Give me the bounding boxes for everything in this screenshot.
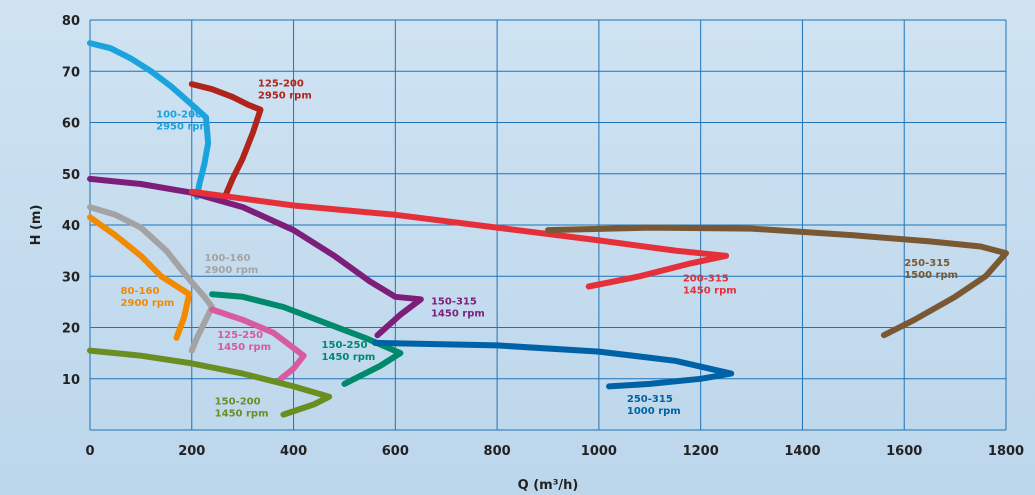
series-line-100-200-2950 (87, 40, 212, 200)
grid-lines (89, 19, 1007, 431)
tick-labels: 0 200 400 600 800 1000 1200 1400 1600 1800 10 20 30 4… (62, 14, 1024, 459)
x-tick-label: 1400 (784, 444, 820, 459)
series-label: 250-315 1500 rpm (904, 258, 958, 281)
series-line-250-315-1000 (372, 339, 735, 390)
y-tick-label: 40 (62, 219, 80, 234)
y-tick-label: 10 (62, 373, 80, 388)
x-tick-label: 1600 (886, 444, 922, 459)
y-tick-label: 70 (62, 65, 80, 80)
y-axis-title: H (m) (29, 205, 44, 246)
series-curves (87, 40, 1009, 418)
curve-labels: 100-200 2950 rpm 125-200 2950 rpm 150-315 145… (121, 79, 959, 420)
x-tick-label: 400 (280, 444, 307, 459)
y-tick-label: 50 (62, 168, 80, 183)
y-tick-label: 20 (62, 322, 80, 337)
series-line-150-200-1450 (87, 347, 333, 418)
x-tick-label: 1200 (683, 444, 719, 459)
series-label: 150-200 1450 rpm (215, 396, 269, 419)
series-line-200-315-1450 (188, 188, 730, 290)
x-tick-label: 600 (382, 444, 409, 459)
series-label: 100-200 2950 rpm (156, 109, 210, 132)
series-line-125-200-2950 (188, 81, 264, 200)
series-label: 250-315 1000 rpm (627, 394, 681, 417)
x-tick-label: 1800 (988, 444, 1024, 459)
series-label: 150-250 1450 rpm (322, 340, 376, 363)
x-tick-label: 200 (178, 444, 205, 459)
y-tick-label: 60 (62, 117, 80, 132)
series-line-100-160-2900 (87, 204, 216, 354)
series-line-150-250-1450 (209, 291, 404, 387)
series-label: 80-160 2900 rpm (121, 286, 175, 309)
series-label: 125-200 2950 rpm (258, 79, 312, 102)
series-label: 150-315 1450 rpm (431, 296, 485, 319)
y-tick-label: 30 (62, 270, 80, 285)
series-line-125-250-1450 (209, 306, 307, 382)
series-label: 125-250 1450 rpm (217, 330, 271, 353)
series-label: 200-315 1450 rpm (683, 273, 737, 296)
y-tick-label: 80 (62, 14, 80, 29)
series-line-150-315-1450 (87, 175, 424, 339)
series-line-80-160-2900 (87, 214, 193, 341)
x-tick-label: 0 (85, 444, 94, 459)
x-axis-title: Q (m³/h) (518, 478, 579, 493)
x-tick-label: 1000 (581, 444, 617, 459)
series-label: 100-160 2900 rpm (205, 253, 259, 276)
x-tick-label: 800 (484, 444, 511, 459)
series-line-250-315-1500 (545, 224, 1009, 339)
